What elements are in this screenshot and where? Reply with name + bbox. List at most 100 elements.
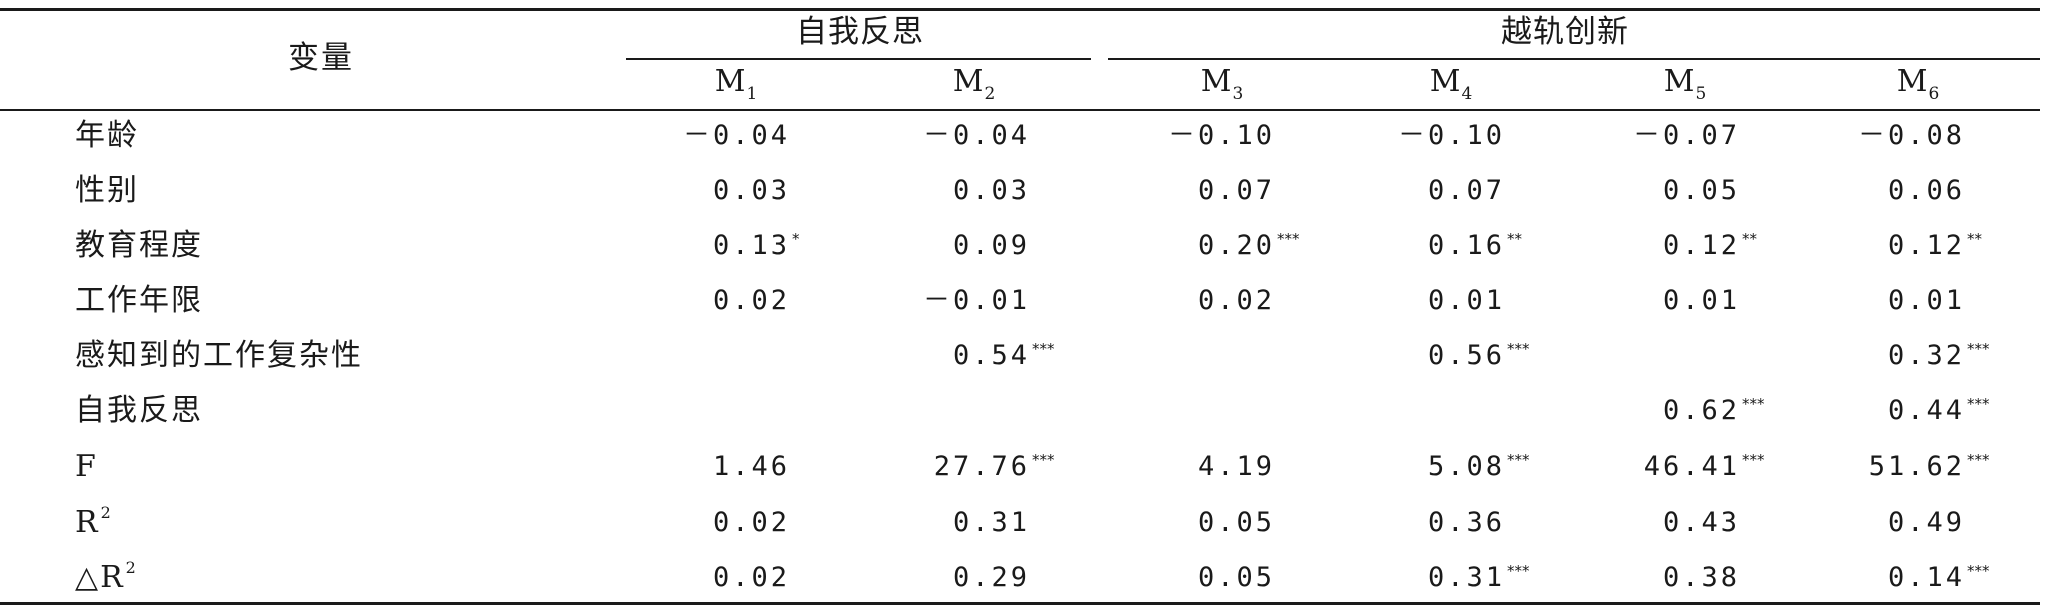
significance-mark: *** xyxy=(1967,562,1990,580)
cell-value: 0.43 xyxy=(1662,507,1740,538)
table-cell: 0.29 xyxy=(953,560,1030,596)
table-cell: －0.07 xyxy=(1633,118,1740,154)
cell-value: 0.01 xyxy=(1887,285,1965,316)
cell-value: 0.05 xyxy=(1662,175,1740,206)
cell-value: 0.12 xyxy=(1887,230,1965,261)
table-cell: 0.07 xyxy=(1198,173,1275,209)
significance-mark: *** xyxy=(1507,562,1530,580)
significance-mark: ** xyxy=(1507,230,1522,248)
cell-value: 4.19 xyxy=(1197,451,1275,482)
cell-value: 0.05 xyxy=(1197,507,1275,538)
cell-value: 0.56 xyxy=(1427,340,1505,371)
row-label: F xyxy=(75,449,98,485)
significance-mark: *** xyxy=(1967,451,1990,469)
cell-value: 0.16 xyxy=(1427,230,1505,261)
row-label: 年龄 xyxy=(75,118,139,154)
cell-value: 0.29 xyxy=(952,562,1030,593)
model-header-subscript: 5 xyxy=(1695,84,1707,104)
model-header-m5: M5 xyxy=(1664,64,1707,104)
group-underline-deviant-innovation xyxy=(1108,58,2040,60)
table-cell: 0.44 *** xyxy=(1888,393,1990,429)
cell-value: －0.10 xyxy=(1397,120,1505,151)
cell-value: 0.03 xyxy=(952,175,1030,206)
cell-value: 0.07 xyxy=(1427,175,1505,206)
cell-value: 5.08 xyxy=(1427,451,1505,482)
row-label: 教育程度 xyxy=(75,228,203,264)
cell-value: 0.01 xyxy=(1427,285,1505,316)
table-cell: 0.03 xyxy=(713,173,790,209)
table-cell: 0.56 *** xyxy=(1427,338,1530,374)
significance-mark: ** xyxy=(1742,230,1757,248)
model-header-m2: M2 xyxy=(953,64,996,104)
cell-value: 0.07 xyxy=(1197,175,1275,206)
table-cell: 0.13 * xyxy=(712,228,800,264)
table-cell: 0.16 ** xyxy=(1427,228,1522,264)
table-cell: 0.09 xyxy=(953,228,1030,264)
row-label: 性别 xyxy=(75,173,139,209)
cell-value: 0.36 xyxy=(1427,507,1505,538)
group-header-deviant-innovation: 越轨创新 xyxy=(1501,14,1629,50)
table-cell: 46.41 *** xyxy=(1643,449,1765,485)
model-header-base: M xyxy=(1200,64,1232,99)
row-label-superscript: 2 xyxy=(125,558,138,577)
table-cell: －0.10 xyxy=(1398,118,1505,154)
row-label: 自我反思 xyxy=(75,393,203,429)
cell-value: －0.01 xyxy=(922,285,1030,316)
table-cell: 0.03 xyxy=(953,173,1030,209)
table-cell: 0.05 xyxy=(1198,560,1275,596)
cell-value: 0.02 xyxy=(712,507,790,538)
table-cell: 0.54 *** xyxy=(952,338,1055,374)
significance-mark: *** xyxy=(1742,395,1765,413)
cell-value: 0.09 xyxy=(952,230,1030,261)
table-cell: 0.02 xyxy=(713,560,790,596)
row-label-text: 年龄 xyxy=(75,118,139,153)
cell-value: 0.32 xyxy=(1887,340,1965,371)
cell-value: 0.31 xyxy=(1427,562,1505,593)
table-cell: 0.05 xyxy=(1663,173,1740,209)
table-cell: 0.14 *** xyxy=(1888,560,1990,596)
cell-value: 0.62 xyxy=(1662,395,1740,426)
table-cell: 0.02 xyxy=(1198,283,1275,319)
table-bottom-rule xyxy=(0,602,2040,605)
cell-value: －0.04 xyxy=(922,120,1030,151)
group-header-self-reflection: 自我反思 xyxy=(796,14,924,50)
significance-mark: *** xyxy=(1967,395,1990,413)
cell-value: 46.41 xyxy=(1643,451,1740,482)
table-cell: 0.32 *** xyxy=(1887,338,1990,374)
table-cell: 0.36 xyxy=(1428,505,1505,541)
row-label-text: 教育程度 xyxy=(75,228,203,263)
table-cell: 0.07 xyxy=(1428,173,1505,209)
model-header-m1: M1 xyxy=(715,64,758,104)
model-header-subscript: 4 xyxy=(1461,84,1473,104)
cell-value: 0.49 xyxy=(1887,507,1965,538)
model-header-subscript: 1 xyxy=(746,84,758,104)
table-cell: 0.38 xyxy=(1663,560,1740,596)
cell-value: 0.54 xyxy=(952,340,1030,371)
significance-mark: *** xyxy=(1742,451,1765,469)
cell-value: 0.03 xyxy=(712,175,790,206)
model-header-subscript: 2 xyxy=(984,84,996,104)
cell-value: 0.12 xyxy=(1662,230,1740,261)
cell-value: 0.05 xyxy=(1197,562,1275,593)
table-cell: －0.08 xyxy=(1858,118,1965,154)
group-underline-self-reflection xyxy=(626,58,1091,60)
table-cell: 0.02 xyxy=(713,505,790,541)
significance-mark: *** xyxy=(1507,451,1530,469)
table-cell: 27.76 *** xyxy=(934,449,1055,485)
row-label-text: △R xyxy=(75,560,125,595)
row-label-text: F xyxy=(75,449,98,484)
table-cell: 0.31 *** xyxy=(1427,560,1530,596)
significance-mark: *** xyxy=(1967,340,1990,358)
row-label-text: 工作年限 xyxy=(75,283,203,318)
row-label: △R2 xyxy=(75,558,138,600)
table-cell: 0.43 xyxy=(1663,505,1740,541)
cell-value: 0.06 xyxy=(1887,175,1965,206)
cell-value: 0.38 xyxy=(1662,562,1740,593)
variable-column-header: 变量 xyxy=(288,40,354,76)
cell-value: 51.62 xyxy=(1868,451,1965,482)
cell-value: －0.10 xyxy=(1167,120,1275,151)
cell-value: 0.02 xyxy=(1197,285,1275,316)
table-cell: 0.05 xyxy=(1198,505,1275,541)
cell-value: 0.13 xyxy=(712,230,790,261)
table-cell: 0.02 xyxy=(713,283,790,319)
